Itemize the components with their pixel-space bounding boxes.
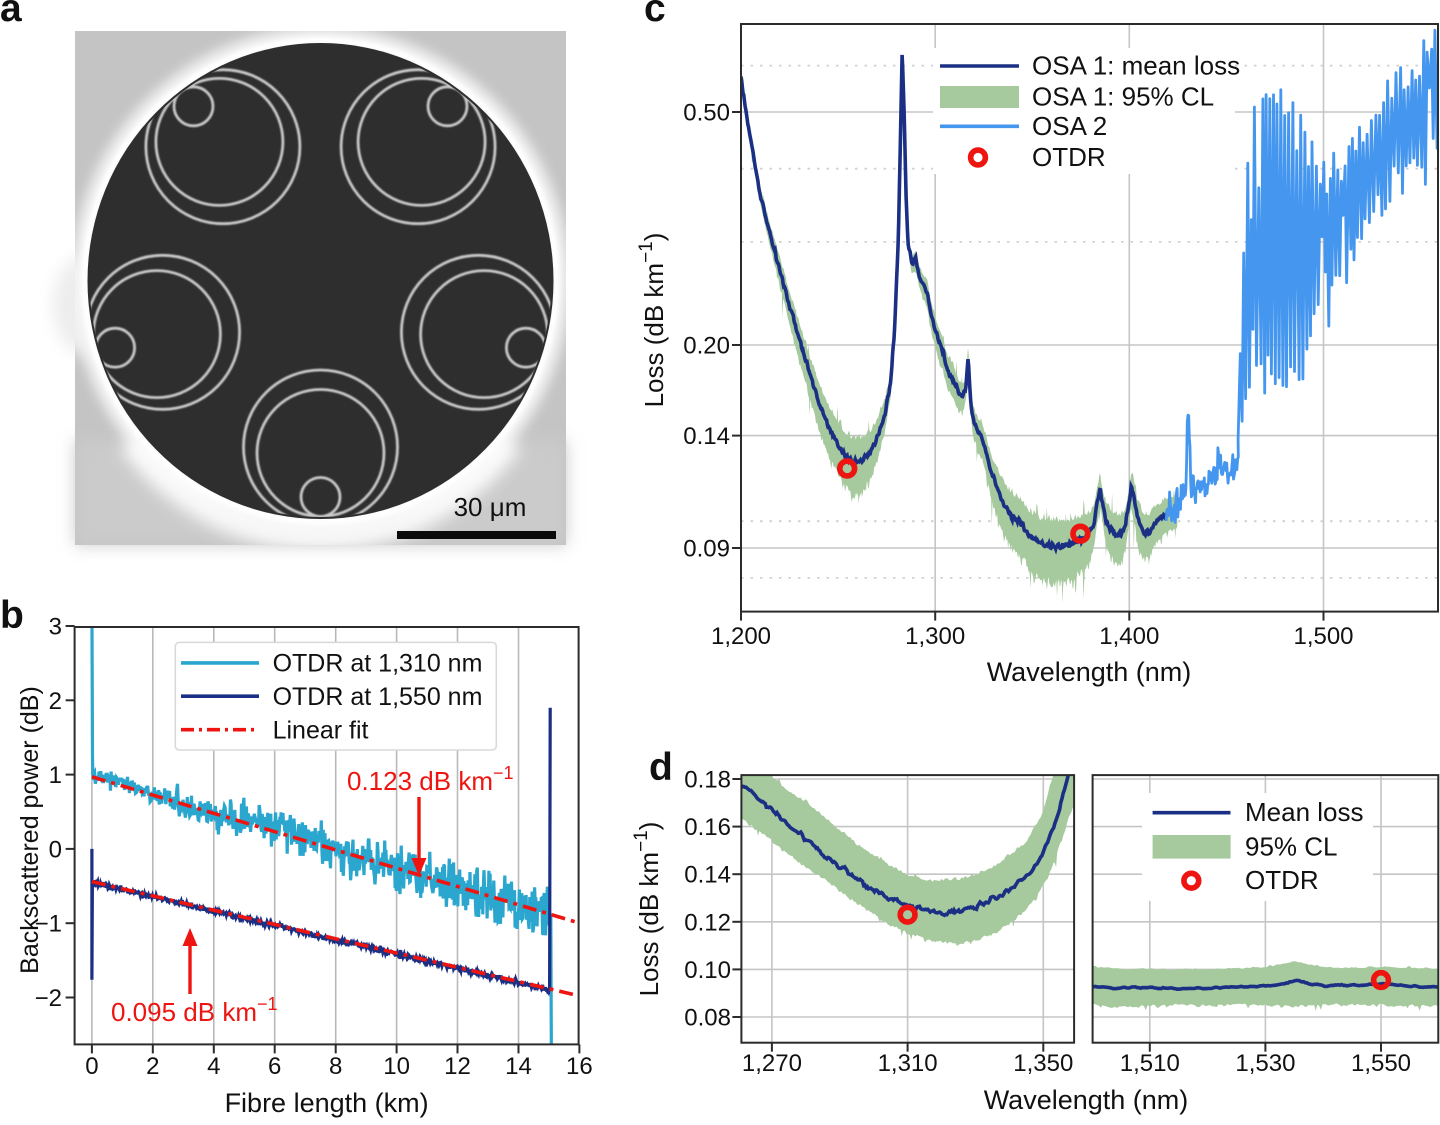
svg-text:a: a xyxy=(0,0,22,30)
svg-text:0.14: 0.14 xyxy=(684,862,731,889)
svg-text:d: d xyxy=(649,746,673,789)
svg-text:Wavelength (nm): Wavelength (nm) xyxy=(984,1085,1189,1115)
svg-text:OSA 1: 95% CL: OSA 1: 95% CL xyxy=(1032,82,1214,112)
svg-text:1,270: 1,270 xyxy=(742,1050,802,1077)
svg-text:12: 12 xyxy=(444,1053,471,1080)
svg-text:0.14: 0.14 xyxy=(683,423,730,450)
svg-text:OSA 1: mean loss: OSA 1: mean loss xyxy=(1032,51,1240,81)
svg-text:1,510: 1,510 xyxy=(1120,1050,1180,1077)
svg-text:0.08: 0.08 xyxy=(684,1005,731,1032)
svg-text:Wavelength (nm): Wavelength (nm) xyxy=(987,657,1192,687)
svg-text:0.10: 0.10 xyxy=(684,957,731,984)
svg-text:16: 16 xyxy=(566,1053,593,1080)
svg-text:1,400: 1,400 xyxy=(1099,623,1159,650)
svg-text:0.50: 0.50 xyxy=(683,100,730,127)
svg-text:0.095 dB km−1: 0.095 dB km−1 xyxy=(111,994,278,1027)
svg-text:Loss (dB km−1): Loss (dB km−1) xyxy=(636,233,669,408)
svg-text:10: 10 xyxy=(383,1053,410,1080)
svg-text:95% CL: 95% CL xyxy=(1245,831,1338,861)
svg-text:1,550: 1,550 xyxy=(1351,1050,1411,1077)
svg-text:0.18: 0.18 xyxy=(684,767,731,794)
svg-text:1: 1 xyxy=(49,762,62,789)
svg-text:OTDR: OTDR xyxy=(1032,142,1106,172)
svg-text:1,200: 1,200 xyxy=(711,623,771,650)
svg-text:1,350: 1,350 xyxy=(1013,1050,1073,1077)
svg-text:2: 2 xyxy=(146,1053,159,1080)
svg-text:0.20: 0.20 xyxy=(683,333,730,360)
svg-text:1,310: 1,310 xyxy=(878,1050,938,1077)
svg-text:0: 0 xyxy=(85,1053,98,1080)
svg-text:−2: −2 xyxy=(35,985,62,1012)
svg-text:OSA 2: OSA 2 xyxy=(1032,111,1107,141)
svg-text:Backscattered power (dB): Backscattered power (dB) xyxy=(16,686,44,974)
svg-text:c: c xyxy=(644,0,666,30)
svg-text:OTDR at 1,550 nm: OTDR at 1,550 nm xyxy=(273,683,483,711)
svg-text:0.09: 0.09 xyxy=(683,536,730,563)
svg-text:0.16: 0.16 xyxy=(684,814,731,841)
svg-text:1,300: 1,300 xyxy=(905,623,965,650)
svg-text:1,500: 1,500 xyxy=(1293,623,1353,650)
svg-text:Loss (dB km−1): Loss (dB km−1) xyxy=(631,822,664,997)
svg-text:0.123 dB km−1: 0.123 dB km−1 xyxy=(347,763,514,796)
svg-text:0: 0 xyxy=(49,836,62,863)
svg-text:OTDR: OTDR xyxy=(1245,865,1319,895)
svg-text:14: 14 xyxy=(505,1053,532,1080)
svg-text:6: 6 xyxy=(268,1053,281,1080)
svg-text:−1: −1 xyxy=(35,911,62,938)
svg-text:30 μm: 30 μm xyxy=(454,492,527,522)
svg-text:3: 3 xyxy=(49,614,62,641)
svg-text:OTDR at 1,310 nm: OTDR at 1,310 nm xyxy=(273,650,483,678)
svg-text:1,530: 1,530 xyxy=(1235,1050,1295,1077)
svg-text:0.12: 0.12 xyxy=(684,909,731,936)
svg-text:4: 4 xyxy=(207,1053,220,1080)
svg-text:Fibre length (km): Fibre length (km) xyxy=(225,1088,429,1118)
svg-text:Linear fit: Linear fit xyxy=(273,716,369,744)
svg-text:Mean loss: Mean loss xyxy=(1245,797,1364,827)
svg-text:b: b xyxy=(0,594,24,637)
svg-text:8: 8 xyxy=(329,1053,342,1080)
svg-text:2: 2 xyxy=(49,688,62,715)
